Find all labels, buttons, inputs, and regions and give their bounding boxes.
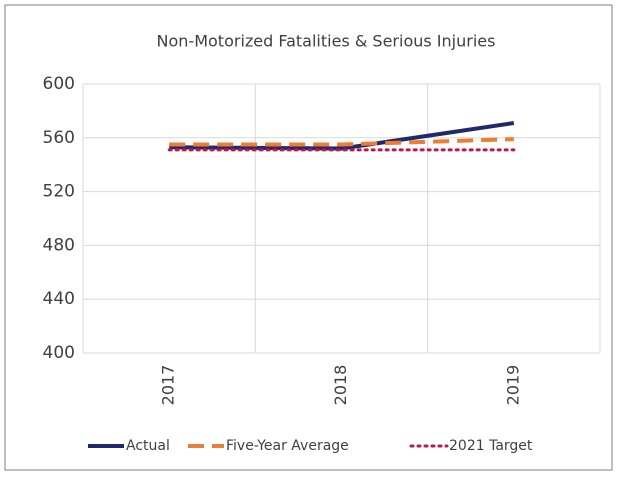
y-tick-label: 440 [43,289,75,309]
y-tick-label: 400 [43,343,75,363]
legend-label: 2021 Target [449,438,533,454]
x-tick-label: 2017 [159,365,178,406]
legend-label: Actual [126,438,170,454]
x-tick-label: 2019 [503,365,522,406]
y-tick-label: 560 [43,128,75,148]
y-tick-label: 520 [43,182,75,202]
series-line [169,121,515,151]
chart-title: Non-Motorized Fatalities & Serious Injur… [157,32,496,51]
x-tick-label: 2018 [331,365,350,406]
series-line [169,137,514,147]
legend-label: Five-Year Average [226,438,349,454]
y-tick-label: 480 [43,235,75,255]
chart-border [4,4,613,471]
y-tick-label: 600 [43,74,75,94]
